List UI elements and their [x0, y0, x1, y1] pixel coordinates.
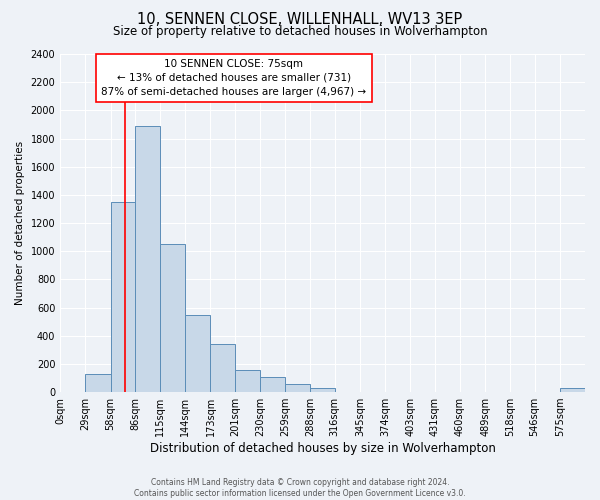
Bar [211, 344, 235, 392]
Bar [235, 370, 260, 392]
Bar [310, 388, 335, 392]
Bar [160, 244, 185, 392]
Bar [185, 314, 211, 392]
Text: 10 SENNEN CLOSE: 75sqm
← 13% of detached houses are smaller (731)
87% of semi-de: 10 SENNEN CLOSE: 75sqm ← 13% of detached… [101, 59, 367, 97]
Text: 10, SENNEN CLOSE, WILLENHALL, WV13 3EP: 10, SENNEN CLOSE, WILLENHALL, WV13 3EP [137, 12, 463, 28]
Bar [110, 202, 135, 392]
Bar [85, 374, 110, 392]
X-axis label: Distribution of detached houses by size in Wolverhampton: Distribution of detached houses by size … [149, 442, 496, 455]
Text: Size of property relative to detached houses in Wolverhampton: Size of property relative to detached ho… [113, 25, 487, 38]
Bar [135, 126, 160, 392]
Y-axis label: Number of detached properties: Number of detached properties [15, 141, 25, 305]
Bar [260, 378, 285, 392]
Text: Contains HM Land Registry data © Crown copyright and database right 2024.
Contai: Contains HM Land Registry data © Crown c… [134, 478, 466, 498]
Bar [560, 388, 585, 392]
Bar [285, 384, 310, 392]
